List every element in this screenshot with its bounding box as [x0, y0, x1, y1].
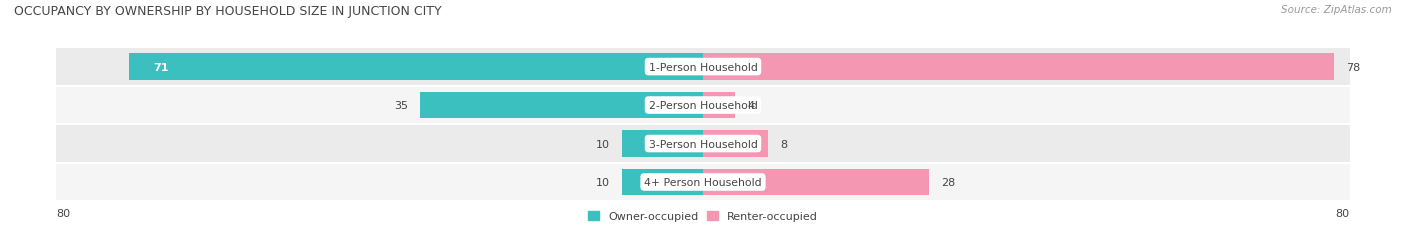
Text: 80: 80: [56, 208, 70, 218]
Bar: [703, 54, 1334, 80]
Text: 2-Person Household: 2-Person Household: [648, 101, 758, 111]
Text: 78: 78: [1346, 62, 1360, 72]
Bar: [56, 87, 1350, 124]
Text: 35: 35: [394, 101, 408, 111]
Bar: [703, 131, 768, 157]
Bar: [420, 93, 703, 119]
Bar: [56, 126, 1350, 162]
Text: 10: 10: [596, 139, 610, 149]
Bar: [703, 169, 929, 195]
Text: 3-Person Household: 3-Person Household: [648, 139, 758, 149]
Text: 4: 4: [748, 101, 755, 111]
Bar: [623, 169, 703, 195]
Text: 28: 28: [942, 177, 956, 187]
Text: 10: 10: [596, 177, 610, 187]
Text: 1-Person Household: 1-Person Household: [648, 62, 758, 72]
Bar: [56, 164, 1350, 201]
Bar: [623, 131, 703, 157]
Bar: [129, 54, 703, 80]
Legend: Owner-occupied, Renter-occupied: Owner-occupied, Renter-occupied: [583, 206, 823, 225]
Text: 8: 8: [780, 139, 787, 149]
Bar: [703, 93, 735, 119]
Text: 80: 80: [1336, 208, 1350, 218]
Text: 4+ Person Household: 4+ Person Household: [644, 177, 762, 187]
Bar: [56, 49, 1350, 85]
Text: 71: 71: [153, 62, 169, 72]
Text: OCCUPANCY BY OWNERSHIP BY HOUSEHOLD SIZE IN JUNCTION CITY: OCCUPANCY BY OWNERSHIP BY HOUSEHOLD SIZE…: [14, 5, 441, 18]
Text: Source: ZipAtlas.com: Source: ZipAtlas.com: [1281, 5, 1392, 15]
